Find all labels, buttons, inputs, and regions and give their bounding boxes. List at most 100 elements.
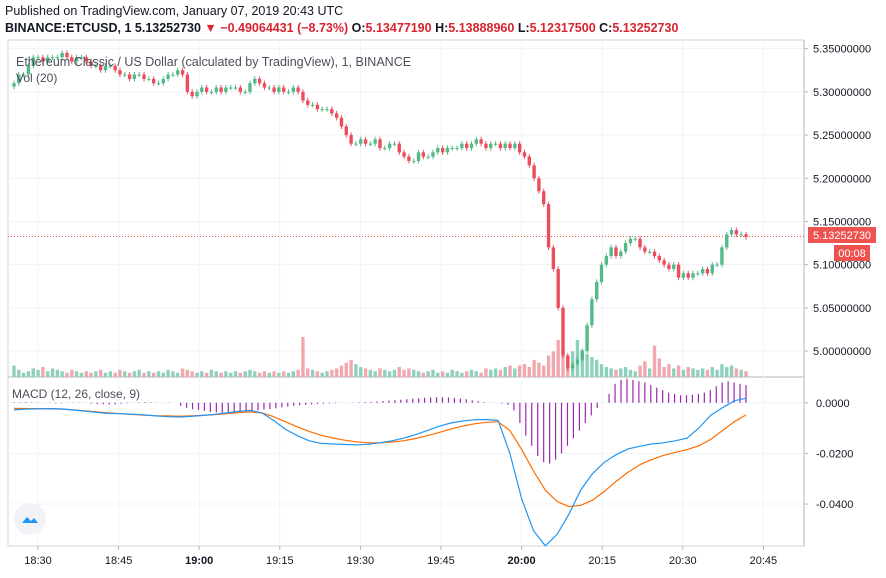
candle-body	[354, 143, 358, 145]
volume-bar	[344, 362, 348, 377]
volume-bar	[561, 348, 565, 377]
time-tick-label: 18:45	[105, 555, 133, 567]
volume-bar	[691, 368, 695, 377]
volume-bar	[744, 371, 748, 377]
down-arrow-icon: ▼	[204, 21, 217, 35]
volume-bar	[349, 359, 353, 377]
candle-body	[734, 230, 739, 235]
price-tick-label: 5.35000000	[813, 44, 871, 56]
price-tag: 5.13252730 00:08	[808, 227, 876, 261]
candle-body	[542, 191, 546, 205]
volume-bar	[301, 337, 305, 377]
volume-bar	[70, 369, 74, 377]
volume-bar	[123, 371, 127, 377]
volume-bar	[647, 368, 652, 377]
time-tick-label: 18:30	[24, 555, 52, 567]
candle-body	[339, 117, 344, 127]
candle-body	[686, 273, 690, 278]
volume-bar	[402, 369, 406, 377]
candle-body	[277, 87, 281, 92]
tradingview-logo[interactable]	[14, 503, 46, 535]
volume-bar	[681, 369, 686, 377]
volume-bar	[426, 371, 430, 377]
volume-bar	[12, 365, 16, 377]
volume-bar	[286, 372, 291, 377]
volume-bar	[522, 364, 527, 377]
volume-bar	[233, 371, 238, 377]
volume-bar	[330, 369, 334, 377]
volume-bar	[277, 372, 281, 377]
candle-body	[474, 139, 479, 144]
candle-body	[378, 139, 382, 149]
volume-bar	[359, 367, 363, 377]
candle-body	[171, 74, 175, 76]
main-pane-title: Ethereum Classic / US Dollar (calculated…	[16, 55, 411, 69]
volume-bar	[325, 371, 329, 377]
candle-body	[113, 65, 117, 71]
volume-bar	[479, 372, 483, 377]
price-tick-label: 5.25000000	[813, 130, 871, 142]
macd-lines	[13, 397, 747, 547]
volume-bar	[696, 369, 700, 377]
candle-body	[705, 268, 710, 274]
volume-bar	[392, 369, 397, 377]
candle-body	[248, 83, 252, 92]
volume-bar	[604, 367, 609, 377]
candle-body	[595, 281, 599, 300]
volume-bar	[580, 349, 584, 377]
candle-body	[537, 178, 541, 192]
volume-bar	[190, 371, 194, 377]
volume-bar	[450, 369, 454, 377]
volume-bar	[633, 371, 637, 377]
candle-body	[580, 351, 584, 360]
candle-body	[368, 143, 373, 145]
candle-body	[484, 143, 488, 149]
volume-bar	[209, 369, 214, 377]
candle-body	[349, 135, 353, 144]
candle-body	[479, 139, 483, 144]
volume-bar	[513, 368, 517, 377]
volume-label: Vol (20)	[16, 71, 57, 85]
price-tag-label: 5.13252730	[813, 230, 871, 242]
volume-bar	[89, 372, 93, 377]
volume-bar	[556, 339, 560, 377]
volume-bar	[652, 345, 657, 377]
signal-line	[13, 407, 747, 508]
volume-bar	[238, 372, 243, 377]
candle-body	[498, 143, 503, 149]
candle-body	[416, 152, 421, 161]
volume-bar	[720, 364, 724, 377]
candle-body	[647, 251, 652, 253]
volume-bar	[103, 372, 108, 377]
candle-body	[224, 87, 228, 92]
candle-body	[460, 143, 464, 149]
candle-body	[296, 87, 300, 92]
volume-bar	[98, 369, 103, 377]
candle-body	[503, 143, 507, 149]
volume-bar	[118, 369, 122, 377]
volume-bar	[643, 361, 647, 377]
macd-pane-title: MACD (12, 26, close, 9)	[12, 387, 140, 401]
candle-body	[493, 143, 498, 145]
volume-bar	[667, 364, 671, 377]
candle-body	[55, 57, 60, 59]
candle-body	[262, 83, 267, 88]
volume-bar	[619, 368, 623, 377]
candle-body	[676, 264, 681, 278]
volume-bar	[551, 351, 556, 377]
volume-bar	[262, 371, 267, 377]
candle-body	[638, 238, 642, 248]
volume-bar	[21, 372, 26, 377]
candle-body	[464, 143, 469, 149]
volume-bar	[469, 369, 474, 377]
candle-body	[383, 148, 387, 150]
candle-body	[84, 57, 88, 62]
chart-grid	[8, 40, 804, 546]
candle-body	[108, 65, 113, 67]
candle-body	[450, 148, 454, 150]
volume-bar	[474, 371, 479, 377]
volume-bar	[440, 371, 445, 377]
time-tick-label: 19:30	[347, 555, 375, 567]
volume-bar	[281, 371, 286, 377]
